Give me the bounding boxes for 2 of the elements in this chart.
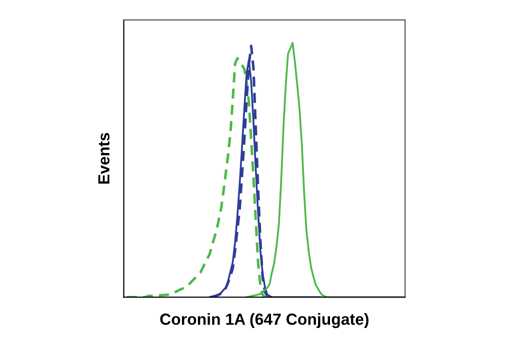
y-axis-title: Events xyxy=(98,133,110,184)
x-axis-title: Coronin 1A (647 Conjugate) xyxy=(160,313,368,328)
